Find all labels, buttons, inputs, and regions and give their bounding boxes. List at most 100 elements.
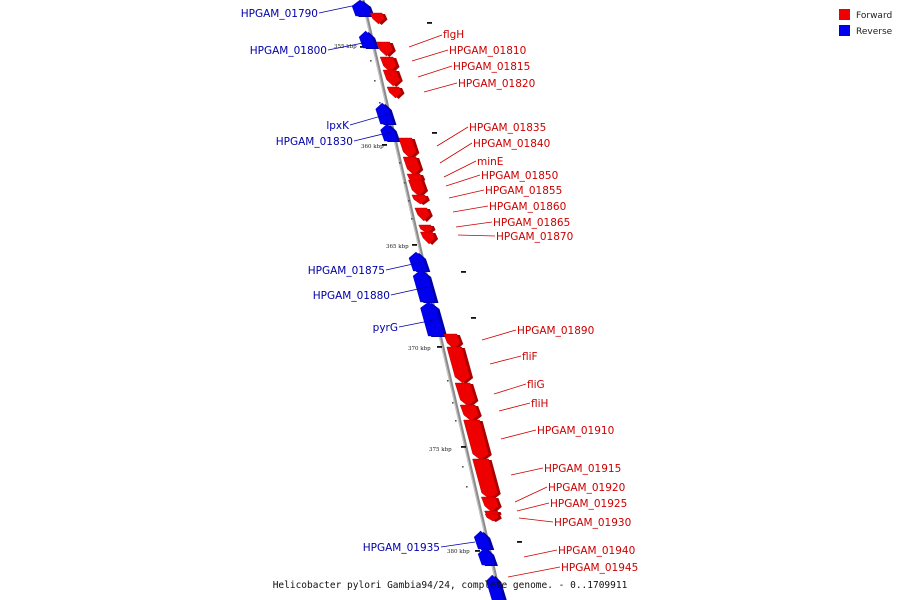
reverse-gene[interactable] (375, 102, 397, 125)
scale-tick-mark (475, 550, 480, 552)
gene-label[interactable]: HPGAM_01865 (493, 217, 570, 229)
scale-ticks: 355 kbp 360 kbp 365 kbp 370 kbp 375 kbp 380 k… (334, 22, 522, 555)
forward-gene[interactable] (411, 194, 430, 205)
forward-gene[interactable] (386, 86, 405, 99)
gene-face (443, 333, 461, 350)
gene-label[interactable]: HPGAM_01915 (544, 463, 621, 475)
forward-gene[interactable] (484, 513, 502, 522)
reverse-gene[interactable] (408, 251, 431, 272)
gene-face (446, 346, 471, 384)
legend-forward-swatch (839, 9, 850, 20)
gene-label[interactable]: HPGAM_01890 (517, 325, 594, 337)
minor-tick (411, 218, 413, 220)
forward-gene[interactable] (454, 382, 479, 407)
gene-label[interactable]: HPGAM_01860 (489, 201, 566, 213)
genome-caption: Helicobacter pylori Gambia94/24, complet… (273, 580, 628, 591)
gene-label[interactable]: HPGAM_01920 (548, 482, 625, 494)
forward-gene[interactable] (463, 419, 492, 461)
gene-face (398, 137, 417, 159)
gene-label[interactable]: HPGAM_01880 (313, 290, 390, 302)
gene-leader-line (507, 566, 561, 578)
gene-face (382, 69, 401, 87)
forward-gene[interactable] (379, 56, 400, 73)
gene-label[interactable]: HPGAM_01800 (250, 45, 327, 57)
gene-label[interactable]: HPGAM_01810 (449, 45, 526, 57)
scale-tick-label: 365 kbp (386, 244, 409, 250)
minor-tick (374, 80, 376, 82)
forward-gene[interactable] (420, 231, 439, 245)
scale-tick-mark (461, 446, 466, 448)
forward-gene[interactable] (398, 137, 420, 159)
scale-tick-mark (382, 144, 387, 146)
minor-tick (517, 541, 522, 543)
gene-face (412, 269, 436, 303)
gene-label[interactable]: pyrG (373, 322, 398, 334)
forward-gene[interactable] (408, 179, 429, 197)
minor-tick (452, 402, 454, 404)
gene-label[interactable]: fliH (531, 398, 548, 410)
gene-label[interactable]: HPGAM_01850 (481, 170, 558, 182)
gene-label[interactable]: lpxK (326, 120, 350, 132)
gene-label[interactable]: HPGAM_01875 (308, 265, 385, 277)
reverse-gene[interactable] (420, 301, 448, 337)
reverse-gene[interactable] (486, 574, 507, 600)
minor-tick (404, 182, 406, 184)
gene-face (454, 382, 476, 407)
gene-leader-line (327, 42, 364, 51)
forward-gene[interactable] (382, 69, 403, 87)
reverse-gene[interactable] (473, 530, 495, 550)
forward-gene[interactable] (369, 12, 388, 25)
forward-gene[interactable] (459, 404, 482, 422)
minor-tick (447, 380, 449, 382)
gene-face (379, 56, 397, 73)
reverse-gene[interactable] (412, 269, 439, 303)
gene-label[interactable]: HPGAM_01930 (554, 517, 631, 529)
gene-label[interactable]: HPGAM_01935 (363, 542, 440, 554)
gene-label[interactable]: HPGAM_01840 (473, 138, 550, 150)
gene-label[interactable]: HPGAM_01855 (485, 185, 562, 197)
gene-leader-line (448, 189, 485, 199)
forward-gene[interactable] (481, 496, 502, 513)
gene-face (414, 207, 431, 222)
minor-tick (399, 162, 401, 164)
gene-leader-line (514, 486, 548, 503)
forward-gene[interactable] (376, 41, 396, 57)
minor-tick (427, 22, 432, 24)
gene-label[interactable]: HPGAM_01940 (558, 545, 635, 557)
gene-label[interactable]: HPGAM_01815 (453, 61, 530, 73)
gene-leader-line (481, 329, 517, 341)
gene-leader-line (423, 82, 458, 93)
gene-label[interactable]: fliG (527, 379, 545, 391)
reverse-gene[interactable] (477, 547, 498, 566)
gene-label[interactable]: HPGAM_01925 (550, 498, 627, 510)
reverse-gene[interactable] (358, 30, 380, 49)
forward-gene[interactable] (472, 458, 501, 500)
gene-label[interactable]: fliF (522, 351, 538, 363)
reverse-gene[interactable] (351, 0, 375, 17)
forward-gene[interactable] (446, 346, 474, 384)
gene-label[interactable]: HPGAM_01835 (469, 122, 546, 134)
forward-gene[interactable] (414, 207, 433, 222)
gene-leader-line (523, 549, 558, 558)
forward-gene[interactable] (402, 156, 424, 176)
scale-tick-label: 370 kbp (408, 346, 431, 352)
gene-leader-line (385, 261, 423, 271)
gene-label[interactable]: flgH (443, 29, 464, 41)
strand-legend: Forward Reverse (839, 9, 893, 37)
gene-face (402, 156, 421, 176)
gene-label[interactable]: HPGAM_01910 (537, 425, 614, 437)
minor-tick (379, 102, 381, 104)
forward-gene[interactable] (443, 333, 464, 350)
gene-leader-line (390, 286, 428, 296)
gene-face (376, 41, 394, 57)
gene-label[interactable]: HPGAM_01830 (276, 136, 353, 148)
gene-leader-line (408, 34, 443, 48)
gene-label[interactable]: HPGAM_01820 (458, 78, 535, 90)
gene-face (477, 547, 496, 566)
gene-leader-line (498, 402, 531, 412)
gene-label[interactable]: HPGAM_01945 (561, 562, 638, 574)
gene-label[interactable]: minE (477, 156, 503, 168)
gene-label[interactable]: HPGAM_01870 (496, 231, 573, 243)
reverse-gene[interactable] (380, 123, 401, 142)
gene-label[interactable]: HPGAM_01790 (241, 8, 318, 20)
